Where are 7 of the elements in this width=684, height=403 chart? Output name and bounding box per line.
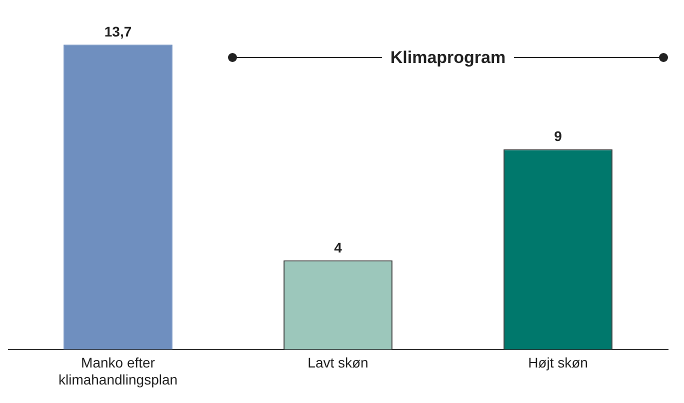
data-label: 9 <box>554 128 562 144</box>
x-tick-label: Lavt skøn <box>308 354 368 371</box>
x-tick-label: Manko efter klimahandlingsplan <box>58 354 178 388</box>
annotation: Klimaprogram <box>382 48 514 67</box>
data-label: 13,7 <box>104 24 132 40</box>
x-tick-label: Højt skøn <box>528 354 588 371</box>
data-label: 4 <box>334 239 342 256</box>
